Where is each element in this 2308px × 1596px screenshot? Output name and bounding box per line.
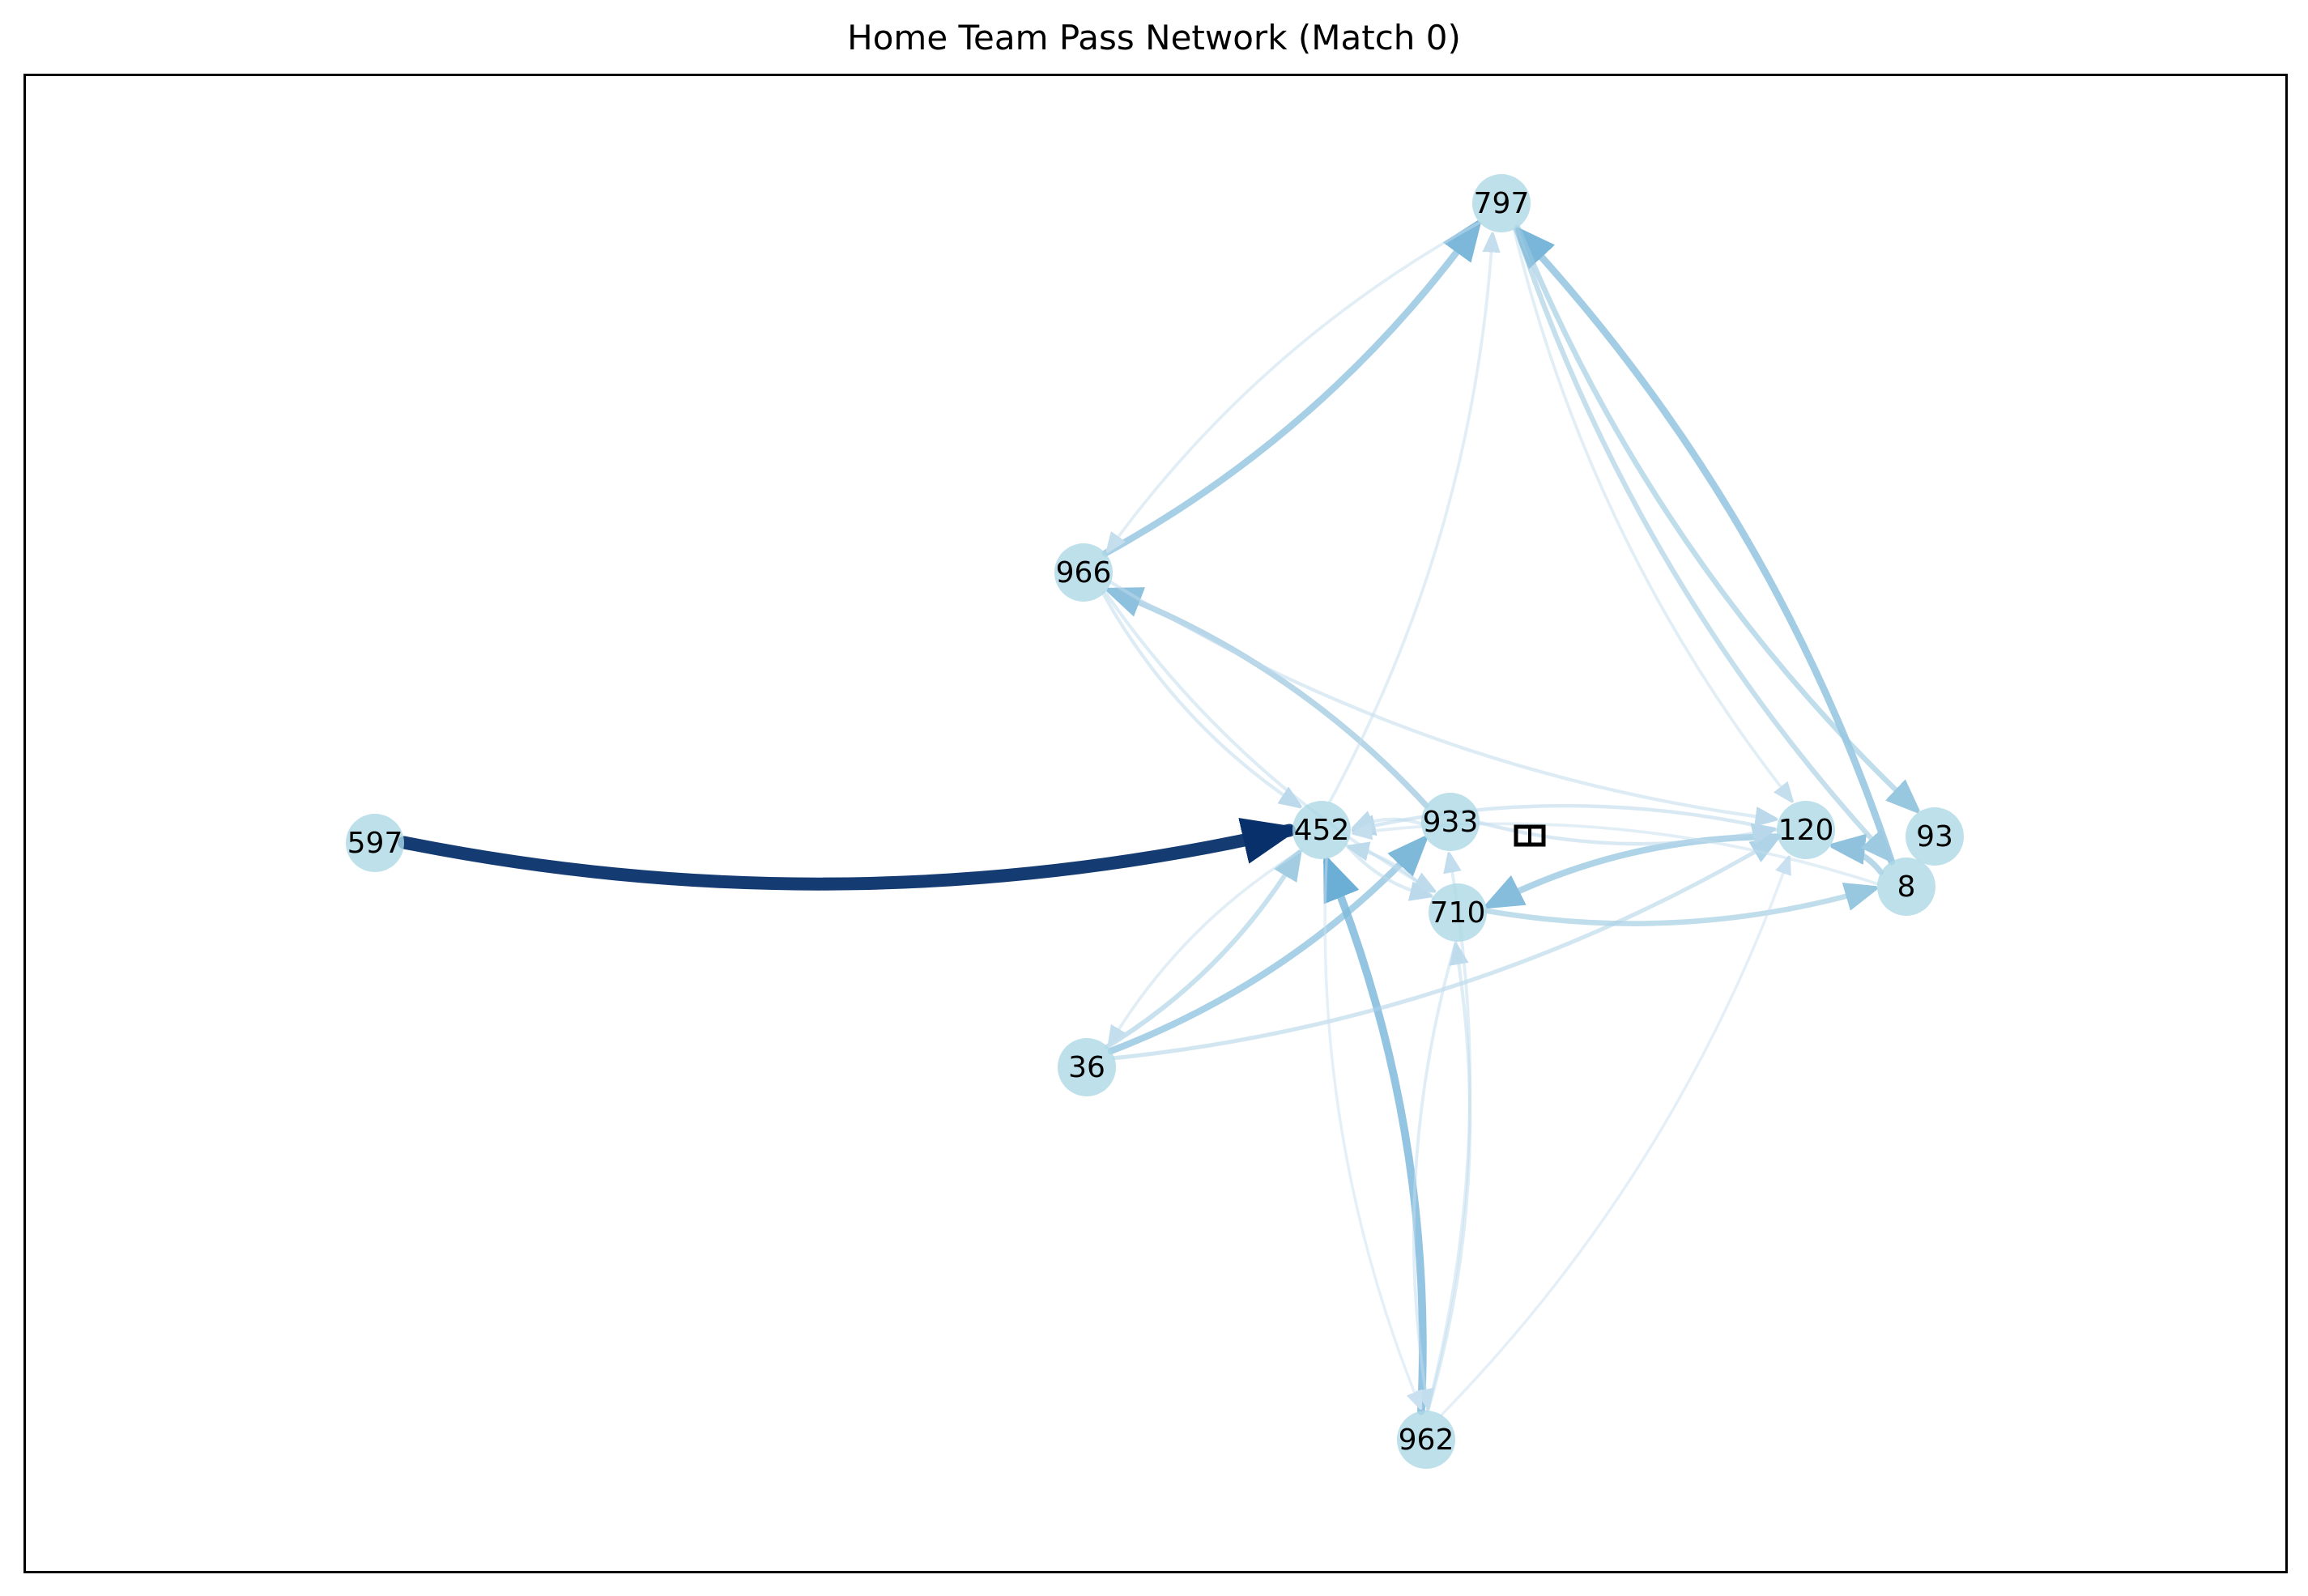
node-label-8: 8 — [1897, 870, 1916, 904]
chart-title: Home Team Pass Network (Match 0) — [847, 18, 1461, 57]
edge-797-to-8 — [1514, 225, 1889, 859]
edge-797-to-93 — [1515, 224, 1916, 810]
edge-710-to-452 — [1349, 847, 1435, 900]
node-120: 120 — [1777, 801, 1835, 859]
node-circle-597 — [346, 814, 404, 872]
edge-966-to-797 — [1101, 225, 1477, 557]
edge-36-to-120 — [1112, 841, 1775, 1061]
edge-962-to-120 — [1440, 858, 1789, 1417]
node-36: 36 — [1058, 1038, 1116, 1096]
node-circle-962 — [1397, 1411, 1455, 1469]
node-962: 962 — [1397, 1411, 1455, 1469]
edge-120-to-452 — [1354, 803, 1779, 830]
node-circle-710 — [1429, 883, 1487, 942]
edge-452-to-36 — [1109, 849, 1303, 1045]
node-label-710: 710 — [1430, 896, 1486, 930]
edge-933-to-120 — [1477, 820, 1774, 846]
node-966: 966 — [1054, 543, 1113, 602]
edges-layer — [398, 220, 1916, 1417]
stray-marker — [1514, 824, 1546, 847]
node-label-93: 93 — [1916, 820, 1953, 853]
edge-710-to-8 — [1484, 888, 1874, 926]
edge-797-to-966 — [1108, 220, 1481, 551]
node-circle-452 — [1292, 801, 1351, 859]
node-label-120: 120 — [1778, 814, 1834, 847]
node-circle-120 — [1777, 801, 1835, 859]
edge-452-to-962 — [1323, 857, 1420, 1408]
edge-597-to-452 — [398, 831, 1289, 891]
node-circle-36 — [1058, 1038, 1116, 1096]
edge-797-to-120 — [1512, 228, 1792, 801]
node-label-962: 962 — [1399, 1424, 1454, 1457]
edge-36-to-452 — [1105, 853, 1299, 1049]
edge-8-to-797 — [1518, 231, 1896, 866]
node-label-966: 966 — [1056, 556, 1112, 589]
node-797: 797 — [1472, 174, 1531, 232]
edge-966-to-452 — [1101, 592, 1299, 806]
edge-452-to-797 — [1328, 234, 1493, 804]
plot-area: 597 452 933 710 966 797 36 962 120 938 — [23, 74, 2288, 1573]
node-circle-966 — [1054, 543, 1113, 602]
node-label-36: 36 — [1068, 1051, 1105, 1084]
node-710: 710 — [1429, 883, 1487, 942]
node-circle-93 — [1906, 807, 1964, 866]
node-circle-933 — [1421, 793, 1480, 851]
node-452: 452 — [1292, 801, 1351, 859]
node-circle-797 — [1472, 174, 1531, 232]
nodes-layer: 597 452 933 710 966 797 36 962 120 938 — [346, 174, 1964, 1469]
node-label-597: 597 — [347, 827, 403, 860]
node-8: 8 — [1877, 858, 1935, 916]
node-label-797: 797 — [1474, 187, 1530, 220]
edge-710-to-962 — [1412, 940, 1458, 1407]
node-93: 93 — [1906, 807, 1964, 866]
node-label-452: 452 — [1294, 814, 1350, 847]
node-circle-8 — [1877, 858, 1935, 916]
edge-962-to-452 — [1322, 862, 1427, 1415]
node-label-933: 933 — [1423, 806, 1479, 839]
edge-8-to-120 — [1834, 846, 1884, 875]
edge-966-to-120 — [1109, 581, 1775, 819]
node-597: 597 — [346, 814, 404, 872]
node-933: 933 — [1421, 793, 1480, 851]
edge-962-to-710 — [1426, 945, 1472, 1413]
